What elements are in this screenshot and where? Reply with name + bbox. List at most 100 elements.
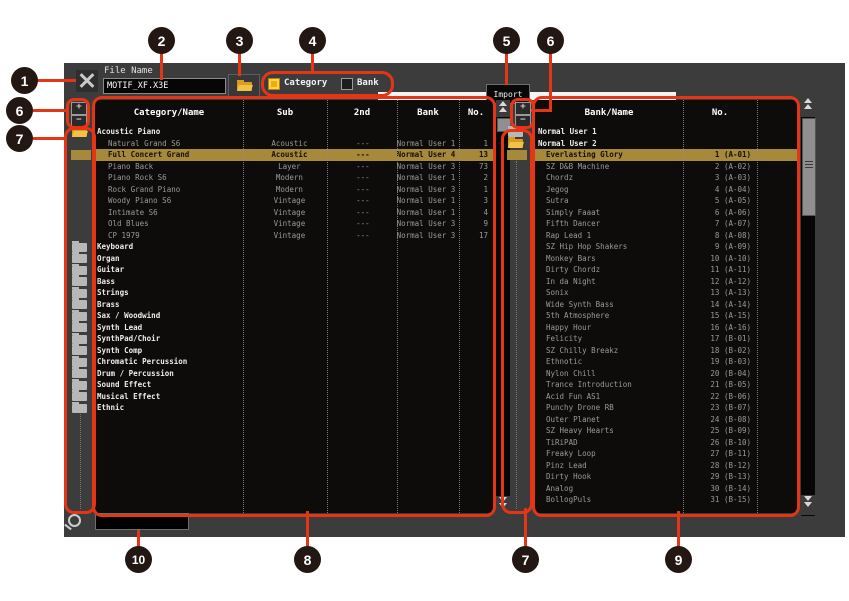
table-row[interactable]: SZ D&B Machine 2 (A-02) — [535, 161, 797, 173]
scroll-down-button[interactable] — [801, 495, 815, 515]
table-row[interactable]: SZ Chilly Breakz 18 (B-02) — [535, 345, 797, 357]
table-row[interactable]: Ethnic — [95, 402, 493, 414]
closed-folder-icon[interactable] — [72, 298, 87, 309]
table-row[interactable]: Everlasting Glory 1 (A-01) — [535, 149, 797, 161]
table-row[interactable]: Synth Lead — [95, 322, 493, 334]
table-row[interactable]: Chromatic Percussion — [95, 356, 493, 368]
table-row[interactable]: In da Night 12 (A-12) — [535, 276, 797, 288]
table-row[interactable]: Sonix 13 (A-13) — [535, 287, 797, 299]
table-row[interactable]: Rock Grand Piano Modern --- Normal User 3 1 — [95, 184, 493, 196]
cell-name: Normal User 2 — [538, 138, 597, 148]
scroll-up-button[interactable] — [801, 97, 815, 117]
left-expand-all-button[interactable]: + — [71, 102, 87, 115]
closed-folder-icon[interactable] — [72, 367, 87, 378]
table-row[interactable]: Sax / Woodwind — [95, 310, 493, 322]
closed-folder-icon[interactable] — [72, 332, 87, 344]
scroll-up-button[interactable] — [496, 100, 510, 117]
column-header: 2nd — [353, 108, 371, 118]
table-row[interactable]: Drum / Percussion — [95, 368, 493, 380]
right-scrollbar-thumb[interactable] — [802, 118, 816, 216]
right-collapse-all-button[interactable]: − — [515, 115, 531, 128]
table-row[interactable]: 5th Atmosphere 15 (A-15) — [535, 310, 797, 322]
table-row[interactable]: Dirty Hook 29 (B-13) — [535, 471, 797, 483]
table-row[interactable]: Chordz 3 (A-03) — [535, 172, 797, 184]
table-row[interactable]: Dirty Chordz 11 (A-11) — [535, 264, 797, 276]
closed-folder-icon[interactable] — [72, 344, 87, 355]
table-row[interactable]: Woody Piano S6 Vintage --- Normal User 1 3 — [95, 195, 493, 207]
cell-bank: Normal User 1 — [396, 138, 456, 148]
right-scrollbar[interactable] — [801, 97, 816, 516]
closed-folder-icon[interactable] — [508, 125, 523, 137]
open-file-button[interactable] — [228, 74, 260, 98]
table-row[interactable]: Synth Comp — [95, 345, 493, 357]
table-row[interactable]: Natural Grand S6 Acoustic --- Normal User 1… — [95, 138, 493, 150]
table-row[interactable]: Full Concert Grand Acoustic --- Normal User… — [95, 149, 493, 161]
open-folder-icon[interactable] — [72, 125, 87, 137]
table-row[interactable]: Acoustic Piano — [95, 126, 493, 138]
closed-folder-icon[interactable] — [72, 378, 87, 390]
table-row[interactable]: Acid Fun AS1 22 (B-06) — [535, 391, 797, 403]
table-row[interactable]: Keyboard — [95, 241, 493, 253]
open-folder-icon[interactable] — [508, 137, 523, 148]
table-row[interactable]: SZ Hip Hop Shakers 9 (A-09) — [535, 241, 797, 253]
table-row[interactable]: Normal User 1 — [535, 126, 797, 138]
table-row[interactable]: Simply Faaat 6 (A-06) — [535, 207, 797, 219]
file-name-input[interactable] — [103, 78, 226, 94]
table-row[interactable]: Sutra 5 (A-05) — [535, 195, 797, 207]
table-row[interactable]: SZ Heavy Hearts 25 (B-09) — [535, 425, 797, 437]
table-row[interactable]: Nylon Chill 20 (B-04) — [535, 368, 797, 380]
closed-folder-icon[interactable] — [72, 401, 87, 413]
table-row[interactable]: Intimate S6 Vintage --- Normal User 1 4 — [95, 207, 493, 219]
close-button[interactable] — [76, 70, 98, 92]
table-row[interactable]: Felicity 17 (B-01) — [535, 333, 797, 345]
table-row[interactable]: Punchy Drone RB 23 (B-07) — [535, 402, 797, 414]
table-row[interactable]: Brass — [95, 299, 493, 311]
table-row[interactable]: Freaky Loop 27 (B-11) — [535, 448, 797, 460]
table-row[interactable]: Guitar — [95, 264, 493, 276]
table-row[interactable]: Outer Planet 24 (B-08) — [535, 414, 797, 426]
table-row[interactable]: Pinz Lead 28 (B-12) — [535, 460, 797, 472]
table-row[interactable]: SynthPad/Choir — [95, 333, 493, 345]
closed-folder-icon[interactable] — [72, 240, 87, 252]
table-row[interactable]: Bass — [95, 276, 493, 288]
cell-name: BollogPuls — [546, 495, 592, 505]
closed-folder-icon[interactable] — [72, 286, 87, 298]
table-row[interactable]: Monkey Bars 10 (A-10) — [535, 253, 797, 265]
table-row[interactable]: Organ — [95, 253, 493, 265]
table-row[interactable]: Strings — [95, 287, 493, 299]
table-row[interactable]: Rap Lead 1 8 (A-08) — [535, 230, 797, 242]
column-header: No. — [467, 108, 485, 118]
table-row[interactable]: CP 1979 Vintage --- Normal User 3 17 — [95, 230, 493, 242]
search-input[interactable] — [95, 513, 189, 530]
table-row[interactable]: Sound Effect — [95, 379, 493, 391]
table-row[interactable]: Wide Synth Bass 14 (A-14) — [535, 299, 797, 311]
table-row[interactable]: Happy Hour 16 (A-16) — [535, 322, 797, 334]
closed-folder-icon[interactable] — [72, 309, 87, 321]
cell-name: Keyboard — [97, 242, 134, 252]
callout-wire-7-left — [33, 137, 65, 140]
table-row[interactable]: Old Blues Vintage --- Normal User 3 9 — [95, 218, 493, 230]
table-row[interactable]: Piano Rock S6 Modern --- Normal User 1 2 — [95, 172, 493, 184]
closed-folder-icon[interactable] — [72, 390, 87, 401]
table-row[interactable]: Jegog 4 (A-04) — [535, 184, 797, 196]
closed-folder-icon[interactable] — [72, 355, 87, 367]
bank-radio[interactable] — [341, 78, 353, 90]
table-row[interactable]: Musical Effect — [95, 391, 493, 403]
table-row[interactable]: Analog 30 (B-14) — [535, 483, 797, 495]
left-list-header: Category/Name Sub 2nd Bank No. — [95, 100, 493, 126]
closed-folder-icon[interactable] — [72, 321, 87, 332]
table-row[interactable]: TiRiPAD 26 (B-10) — [535, 437, 797, 449]
selected-row-marker — [507, 149, 527, 160]
table-row[interactable]: Piano Back Layer --- Normal User 3 73 — [95, 161, 493, 173]
cell-name: SynthPad/Choir — [97, 334, 161, 344]
closed-folder-icon[interactable] — [72, 275, 87, 286]
category-radio[interactable] — [268, 78, 280, 90]
table-row[interactable]: Fifth Dancer 7 (A-07) — [535, 218, 797, 230]
table-row[interactable]: Normal User 2 — [535, 138, 797, 150]
closed-folder-icon[interactable] — [72, 263, 87, 275]
table-row[interactable]: BollogPuls 31 (B-15) — [535, 494, 797, 506]
closed-folder-icon[interactable] — [72, 252, 87, 263]
right-expand-all-button[interactable]: + — [515, 102, 531, 115]
table-row[interactable]: Ethnotic 19 (B-03) — [535, 356, 797, 368]
table-row[interactable]: Trance Introduction 21 (B-05) — [535, 379, 797, 391]
